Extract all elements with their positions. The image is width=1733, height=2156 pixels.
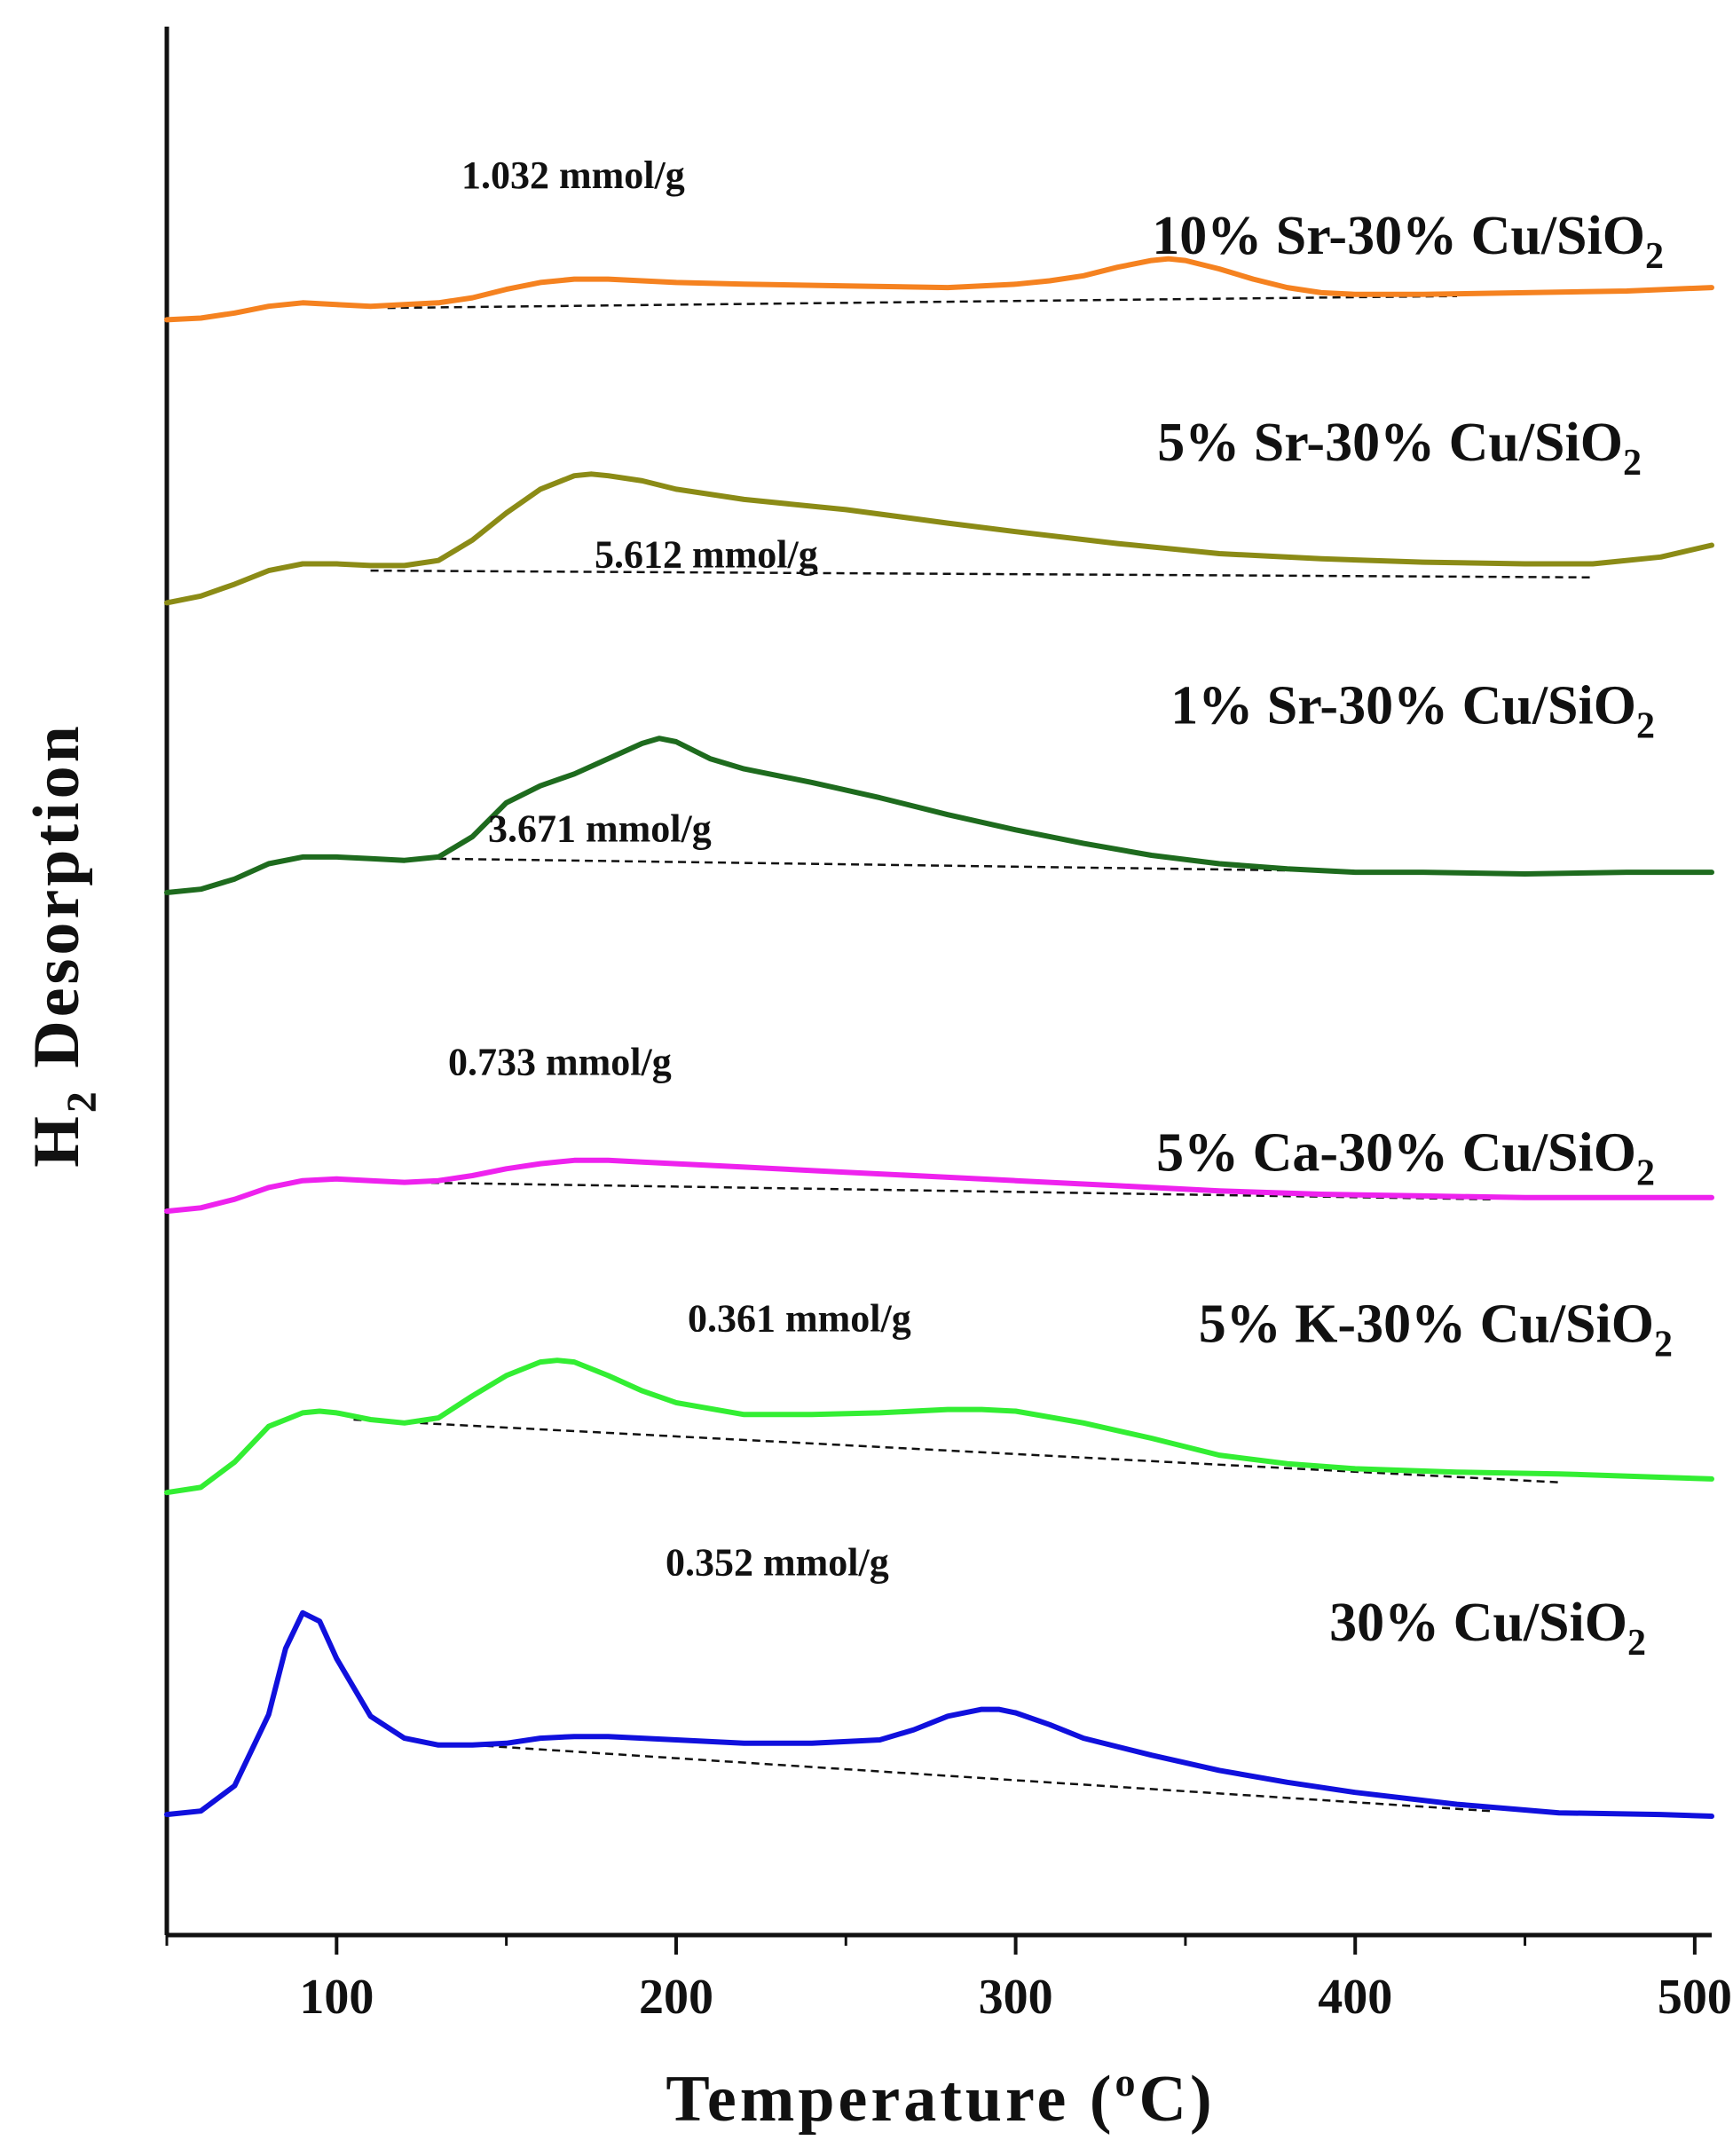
series-line-3 — [164, 1157, 1714, 1215]
series-line-0 — [164, 256, 1714, 323]
amount-label-0: 1.032 mmol/g — [461, 153, 685, 197]
x-tick-label-300: 300 — [979, 1970, 1053, 2025]
amount-label-5: 0.352 mmol/g — [666, 1540, 889, 1584]
series-line-1 — [164, 471, 1714, 606]
y-axis-title: H2 Desorption — [20, 722, 106, 1168]
amount-label-2: 3.671 mmol/g — [488, 807, 712, 851]
series-label-1: 5% Sr-30% Cu/SiO2 — [1157, 413, 1642, 484]
series-labels: 10% Sr-30% Cu/SiO2 1.032 mmol/g 5% Sr-30% … — [448, 153, 1673, 1664]
baseline-1 — [370, 569, 1594, 579]
baseline-2 — [438, 857, 1423, 874]
series-line-2 — [164, 736, 1714, 895]
series-line-4 — [164, 1357, 1714, 1496]
baseline-0 — [387, 295, 1458, 310]
series-label-0: 10% Sr-30% Cu/SiO2 — [1152, 206, 1664, 277]
series-label-3: 5% Ca-30% Cu/SiO2 — [1156, 1123, 1655, 1194]
series-lines — [164, 256, 1714, 1819]
baseline-4 — [353, 1418, 1559, 1483]
series-label-5: 30% Cu/SiO2 — [1329, 1593, 1646, 1664]
amount-label-1: 5.612 mmol/g — [595, 532, 818, 576]
amount-label-3: 0.733 mmol/g — [448, 1040, 672, 1083]
x-tick-label-500: 500 — [1658, 1970, 1732, 2025]
plot-frame — [164, 27, 1712, 1938]
amount-label-4: 0.361 mmol/g — [688, 1297, 911, 1341]
x-ticks: 100 200 300 400 500 — [165, 1935, 1732, 2025]
x-axis-title: Temperature (oC) — [666, 2059, 1215, 2136]
x-tick-label-400: 400 — [1318, 1970, 1392, 2025]
x-tick-label-100: 100 — [299, 1970, 374, 2025]
baseline-5 — [472, 1743, 1492, 1813]
series-label-2: 1% Sr-30% Cu/SiO2 — [1170, 676, 1655, 747]
series-line-5 — [164, 1609, 1714, 1819]
series-label-4: 5% K-30% Cu/SiO2 — [1199, 1294, 1673, 1365]
x-tick-label-200: 200 — [639, 1970, 713, 2025]
